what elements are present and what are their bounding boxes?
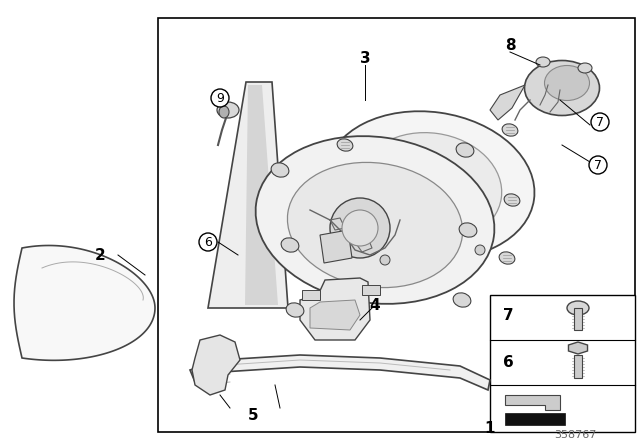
Ellipse shape [337,139,353,151]
Text: 1: 1 [484,421,495,435]
Polygon shape [320,230,352,263]
Bar [158,18,635,432]
Polygon shape [574,308,582,330]
Text: 6: 6 [502,354,513,370]
Text: 4: 4 [370,297,380,313]
Text: 3: 3 [360,51,371,65]
Text: 5: 5 [248,408,259,422]
Circle shape [475,245,485,255]
Ellipse shape [217,102,239,118]
Bar [505,413,565,425]
Circle shape [342,210,378,246]
Polygon shape [490,85,525,120]
Circle shape [211,89,229,107]
Ellipse shape [536,57,550,67]
Polygon shape [505,395,560,410]
Ellipse shape [545,65,589,100]
Ellipse shape [578,63,592,73]
Text: 7: 7 [502,307,513,323]
Bar [362,285,380,295]
Polygon shape [245,85,278,305]
Ellipse shape [219,106,229,118]
Polygon shape [300,278,370,340]
Ellipse shape [255,136,494,304]
Text: 358767: 358767 [554,430,596,440]
Ellipse shape [326,111,534,259]
Text: 7: 7 [594,159,602,172]
Polygon shape [192,335,240,395]
Ellipse shape [502,124,518,136]
Polygon shape [310,300,360,330]
Circle shape [199,233,217,251]
Ellipse shape [499,252,515,264]
Circle shape [589,156,607,174]
Text: 6: 6 [204,236,212,249]
Ellipse shape [567,301,589,315]
Ellipse shape [271,163,289,177]
Ellipse shape [287,162,463,288]
Ellipse shape [456,143,474,157]
Ellipse shape [453,293,471,307]
Bar [302,290,320,300]
Ellipse shape [504,194,520,206]
Polygon shape [574,355,582,378]
Ellipse shape [281,238,299,252]
Ellipse shape [358,133,502,243]
Ellipse shape [525,60,600,116]
Ellipse shape [340,202,356,214]
Ellipse shape [345,262,361,274]
Text: 8: 8 [505,38,515,52]
Polygon shape [208,82,288,308]
Text: 7: 7 [596,116,604,129]
Bar [490,295,635,432]
Polygon shape [190,355,490,390]
Text: 2: 2 [95,247,106,263]
Ellipse shape [459,223,477,237]
Polygon shape [568,342,588,354]
Circle shape [591,113,609,131]
Text: 9: 9 [216,91,224,104]
Polygon shape [14,246,155,360]
Circle shape [330,198,390,258]
Ellipse shape [286,303,304,317]
Circle shape [380,255,390,265]
